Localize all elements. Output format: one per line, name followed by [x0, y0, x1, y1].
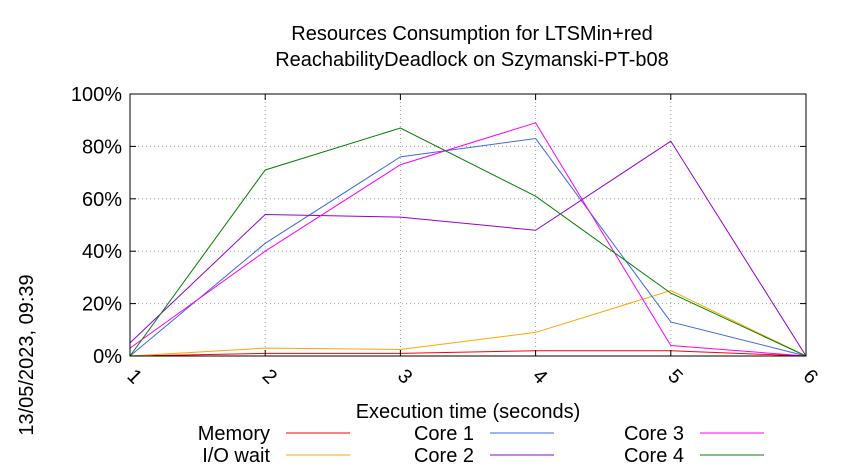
y-tick-label: 60%: [82, 189, 122, 211]
legend-label-core-4: Core 4: [624, 445, 684, 467]
y-tick-label: 0%: [93, 346, 122, 368]
x-axis-label: Execution time (seconds): [356, 401, 581, 423]
legend-label-core-3: Core 3: [624, 423, 684, 445]
x-axis-ticks: 1 2 3 4 5 6: [123, 94, 822, 388]
series-line-core-4: [129, 127, 807, 357]
y-axis-ticks: 0% 20% 40% 60% 80% 100%: [71, 84, 806, 368]
x-tick-label: 2: [258, 365, 281, 388]
chart-title-line-2: ReachabilityDeadlock on Szymanski-PT-b08: [275, 49, 669, 71]
x-tick-label: 6: [799, 365, 822, 388]
series-line-core-2: [129, 140, 807, 357]
series-line-memory: [129, 350, 807, 357]
date-stamp: 13/05/2023, 09:39: [16, 274, 38, 435]
x-tick-label: 4: [528, 365, 551, 388]
plot-frame: [129, 93, 807, 357]
y-tick-label: 100%: [71, 84, 122, 106]
legend-label-i-o-wait: I/O wait: [202, 445, 270, 467]
x-tick-label: 1: [123, 365, 146, 388]
y-tick-label: 40%: [82, 241, 122, 263]
chart-title-line-1: Resources Consumption for LTSMin+red: [291, 23, 652, 45]
x-tick-label: 3: [393, 365, 416, 388]
x-tick-label: 5: [663, 365, 686, 388]
legend-label-core-1: Core 1: [414, 423, 474, 445]
y-tick-label: 80%: [82, 136, 122, 158]
legend-label-memory: Memory: [198, 423, 270, 445]
y-tick-label: 20%: [82, 294, 122, 316]
series-lines: [129, 122, 807, 357]
series-line-core-1: [129, 138, 807, 357]
grid-lines: [130, 94, 806, 356]
legend-label-core-2: Core 2: [414, 445, 474, 467]
series-line-core-3: [129, 122, 807, 357]
series-line-i-o-wait: [129, 289, 807, 357]
